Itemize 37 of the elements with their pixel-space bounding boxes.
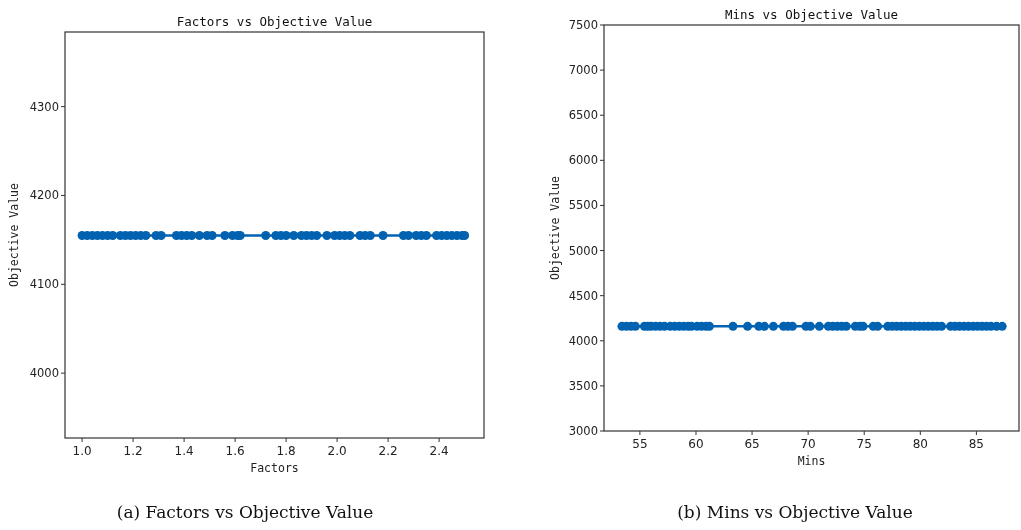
- x-tick-label: 75: [856, 437, 872, 451]
- x-tick-label: 55: [632, 437, 648, 451]
- y-tick-label: 4000: [568, 333, 598, 348]
- x-tick-label: 2.2: [378, 444, 398, 458]
- x-tick-label: 1.0: [72, 444, 92, 458]
- x-axis-title: Factors: [250, 461, 299, 475]
- x-axis-title: Mins: [797, 454, 826, 468]
- y-tick-label: 5500: [568, 198, 598, 213]
- x-tick-label: 1.4: [174, 444, 194, 458]
- y-tick-label: 4300: [29, 99, 59, 114]
- x-tick-label: 60: [688, 437, 704, 451]
- y-tick-label: 4200: [29, 188, 59, 203]
- y-tick-label: 6500: [568, 108, 598, 123]
- x-tick-label: 65: [744, 437, 760, 451]
- x-tick-label: 2.0: [327, 444, 347, 458]
- y-tick-label: 4100: [29, 277, 59, 292]
- y-axis-title: Objective Value: [548, 176, 562, 280]
- y-tick-label: 3000: [568, 424, 598, 438]
- chart-title: Mins vs Objective Value: [724, 7, 899, 22]
- y-tick-label: 4500: [568, 288, 598, 303]
- x-tick-label: 1.2: [123, 444, 143, 458]
- x-tick-label: 2.4: [429, 444, 449, 458]
- x-tick-label: 80: [912, 437, 928, 451]
- x-tick-label: 85: [968, 437, 985, 451]
- x-tick-label: 1.8: [276, 444, 296, 458]
- text: (a) Factors vs Objective Value: [116, 502, 374, 522]
- y-tick-label: 7000: [568, 63, 598, 78]
- x-tick-label: 1.6: [225, 444, 245, 458]
- y-tick-label: 4000: [29, 366, 59, 381]
- y-tick-label: 3500: [568, 378, 598, 393]
- text: (b) Mins vs Objective Value: [677, 502, 913, 522]
- y-tick-label: 7500: [568, 18, 598, 32]
- y-tick-label: 5000: [568, 243, 598, 258]
- x-tick-label: 70: [800, 437, 816, 451]
- y-tick-label: 6000: [568, 153, 598, 168]
- y-axis-title: Objective Value: [7, 183, 21, 287]
- chart-title: Factors vs Objective Value: [176, 14, 373, 29]
